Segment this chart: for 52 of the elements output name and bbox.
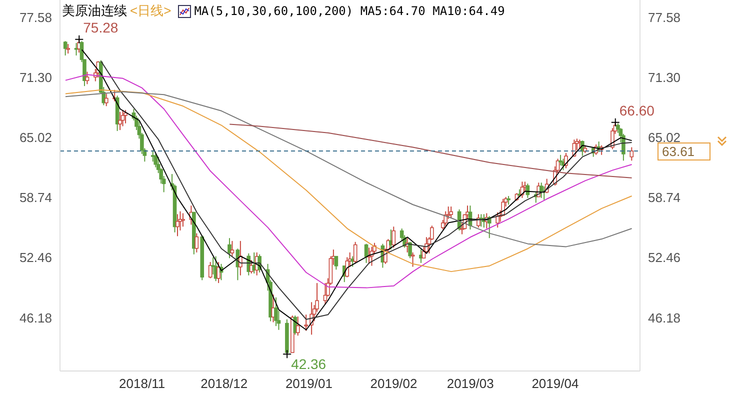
line-series <box>229 124 632 178</box>
y2-tick-label: 52.46 <box>648 250 681 266</box>
candlestick <box>334 256 338 270</box>
annotation: 75.28 <box>83 19 118 36</box>
candlestick <box>392 226 396 248</box>
candlestick <box>353 241 358 264</box>
candlestick <box>124 109 128 124</box>
candlestick <box>558 154 562 166</box>
candlestick <box>85 71 90 85</box>
candlestick <box>304 314 308 332</box>
candlestick <box>181 212 185 228</box>
annotation: 66.60 <box>619 102 655 118</box>
candlestick <box>408 241 412 259</box>
candlestick <box>104 93 108 107</box>
chart-subtitle: <日线> <box>130 2 172 20</box>
candlestick <box>63 40 68 56</box>
y2-tick-label: 58.74 <box>648 190 681 206</box>
candlestick <box>228 238 232 259</box>
candlestick <box>230 240 234 257</box>
ref-line-label: 63.61 <box>662 144 695 159</box>
y-tick-label: 71.30 <box>19 70 52 86</box>
x-tick-label: 2019/02 <box>370 376 418 392</box>
candlestick <box>410 252 415 268</box>
chart-title: 美原油连续 <box>62 2 127 20</box>
annotation: 42.36 <box>291 356 326 372</box>
x-tick-label: 2018/11 <box>119 376 166 392</box>
x-tick-label: 2019/03 <box>446 376 494 392</box>
y2-tick-label: 65.02 <box>648 130 681 146</box>
candlestick <box>496 212 500 228</box>
candlestick <box>274 296 278 327</box>
annotation: MA(5,10,30,60,100,200) MA5:64.70 MA10:64.49 <box>194 4 505 18</box>
x-tick-label: 2019/04 <box>532 376 579 392</box>
y-tick-label: 65.02 <box>19 130 52 146</box>
candlestick <box>118 111 122 131</box>
candlestick <box>176 214 180 237</box>
candlestick <box>208 261 212 279</box>
candlestick <box>449 206 453 219</box>
candlestick <box>216 261 220 284</box>
y-tick-label: 52.46 <box>19 250 52 266</box>
candlestick <box>323 282 328 305</box>
y-tick-label: 77.58 <box>19 10 52 26</box>
y2-tick-label: 71.30 <box>648 70 681 86</box>
x-tick-label: 2018/12 <box>200 376 248 392</box>
y2-tick-label: 46.18 <box>648 310 681 326</box>
y2-tick-label: 77.58 <box>648 10 681 26</box>
candlestick <box>345 256 350 278</box>
candlestick <box>444 210 448 226</box>
y-tick-label: 58.74 <box>19 190 52 206</box>
y-tick-label: 46.18 <box>19 310 52 326</box>
candlestick <box>194 232 199 253</box>
x-tick-label: 2019/01 <box>285 376 332 392</box>
candlestick <box>66 43 70 54</box>
